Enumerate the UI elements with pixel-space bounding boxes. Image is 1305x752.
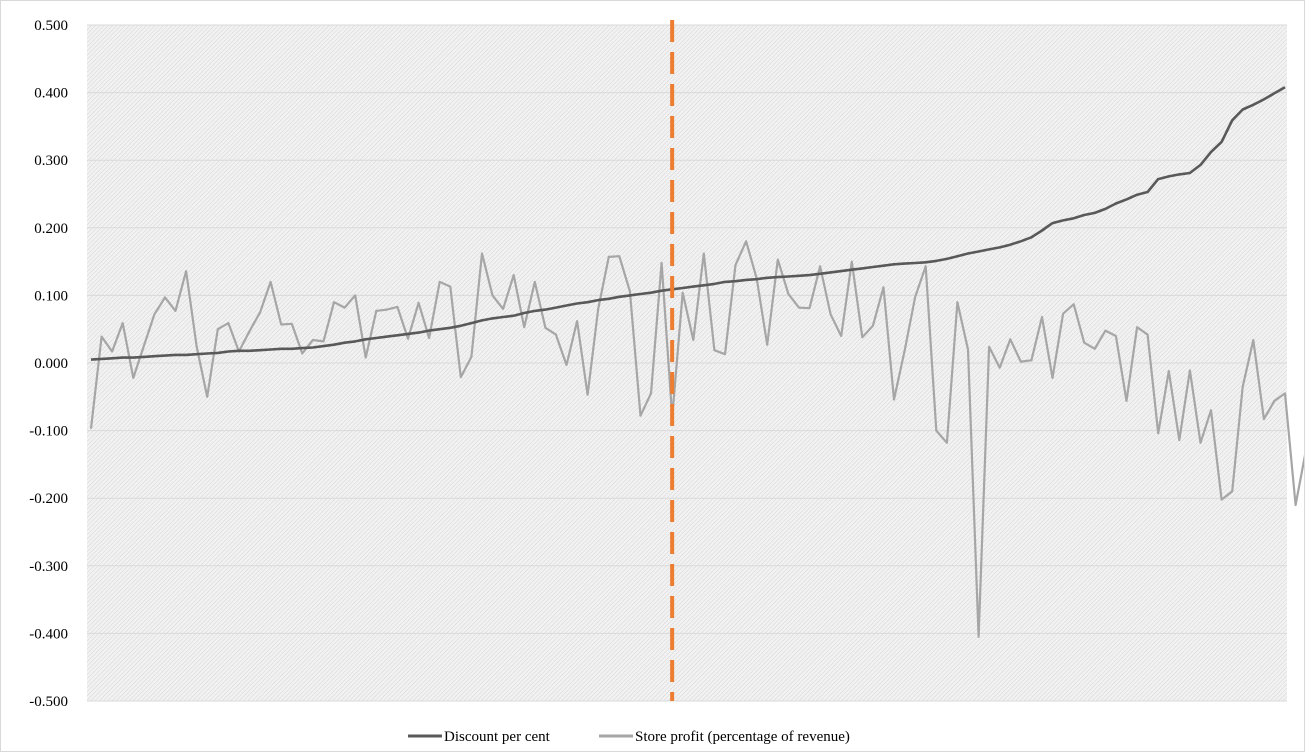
y-tick-label: 0.000 — [34, 356, 68, 372]
y-tick-label: 0.300 — [34, 153, 68, 169]
series-layer — [89, 86, 1304, 638]
legend: Discount per cent Store profit (percentag… — [408, 729, 850, 745]
legend-item-discount-label: Discount per cent — [444, 729, 551, 745]
y-tick-label: 0.200 — [34, 221, 68, 237]
y-tick-label: -0.200 — [29, 491, 68, 507]
y-tick-label: 0.100 — [34, 288, 68, 304]
y-axis: 0.500 0.400 0.300 0.200 0.100 0.000 -0.100 -0.2… — [29, 18, 68, 710]
y-tick-label: 0.500 — [34, 18, 68, 34]
series-line-discount — [90, 86, 1286, 361]
gridlines — [87, 24, 1287, 702]
y-tick-label: 0.400 — [34, 86, 68, 102]
y-tick-label: -0.400 — [29, 626, 68, 642]
y-tick-label: -0.500 — [29, 694, 68, 710]
y-tick-label: -0.100 — [29, 424, 68, 440]
y-tick-label: -0.300 — [29, 559, 68, 575]
legend-item-store-profit-label: Store profit (percentage of revenue) — [635, 729, 850, 745]
